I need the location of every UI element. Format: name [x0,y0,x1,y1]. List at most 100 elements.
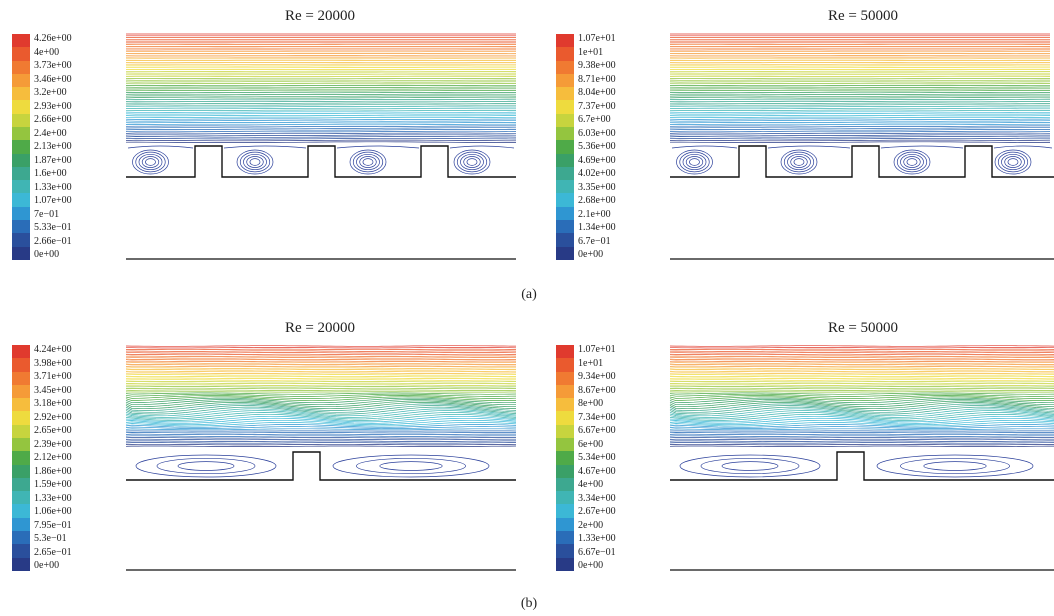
colorbar-segment [556,246,574,260]
streamline [670,384,1054,386]
legend-b2: 1.07e+01 1e+01 9.34e+00 8.67e+00 8e+00 7.34e+… [556,345,656,571]
vortex-contour [689,158,700,166]
streamline [126,123,517,126]
legend-label: 2.1e+00 [578,208,611,220]
streamline [125,353,516,356]
colorbar-segment [556,477,574,492]
streamline [669,360,1054,362]
streamline [126,384,516,386]
legend-label: 8e+00 [578,398,604,409]
streamline [125,386,517,388]
streamline [669,120,1051,122]
streamline [669,415,1054,423]
shear-layer [767,145,851,149]
legend-label: 4.69e+00 [578,154,616,166]
streamline [125,132,516,135]
streamline [125,401,517,410]
vortex-contour [460,153,484,171]
streamline [125,413,517,421]
colorbar-segment [12,557,30,571]
streamline [125,381,516,383]
streamline [669,137,1051,140]
streamline [125,428,517,431]
streamline [669,396,1054,402]
vortex-contour [332,454,490,478]
streamline [125,443,517,446]
streamline [669,397,1054,404]
streamline [126,348,516,351]
colorbar-segment [12,87,30,101]
streamline [125,422,517,427]
vortex-contour [787,153,811,171]
legend-label: 3.35e+00 [578,181,616,193]
streamline [125,438,516,441]
legend-label: 1.33e+00 [34,181,72,193]
colorbar-segment [12,34,30,48]
colorbar-segment [12,233,30,247]
legend-label: 8.71e+00 [578,73,616,85]
legend-label: 1.07e+01 [578,344,616,355]
legend-label: 2.67e+00 [578,506,616,517]
colorbar-segment [12,424,30,438]
vortex-contour [349,149,387,175]
streamline [669,370,1054,373]
legend-label: 5.3e−01 [34,533,67,544]
colorbar-segment [556,451,574,465]
colorbar-segment [12,491,30,505]
streamline [669,122,1051,124]
legend-label: 4.67e+00 [578,465,616,477]
colorbar [556,34,574,260]
caption-a: (a) [521,287,537,302]
legend-label: 9.38e+00 [578,60,616,71]
streamline [125,345,516,347]
streamline [669,428,1054,431]
colorbar-segment [556,530,574,545]
streamline [125,367,516,369]
legend-label: 4.24e+00 [34,344,72,355]
streamline [669,375,1054,378]
streamline [125,362,516,364]
legend-label: 5.36e+00 [578,141,616,152]
vortex-contour [145,158,156,166]
streamline [125,111,517,113]
colorbar-segment [556,153,574,167]
vortex-contour [923,461,987,471]
streamline [125,396,517,402]
vortex-contour [243,153,267,171]
channel-wall-ribbed [670,451,1054,481]
colorbar-segment [556,47,574,61]
colorbar-segment [12,100,30,114]
panel-b2-title: Re = 50000 [827,320,899,336]
legend-label: 1.59e+00 [34,479,72,490]
colorbar-segment [556,491,574,505]
vortex-contour [906,158,918,166]
streamline [669,412,1054,420]
legend-label: 1.07e+00 [34,195,72,206]
vortex-contour [236,149,274,175]
vortex-contour [900,457,1010,475]
streamline [125,389,517,391]
streamline [669,134,1050,136]
shear-layer [127,145,194,149]
legend-label: 9.34e+00 [578,371,616,382]
vortex-contour [893,149,931,175]
streamline [125,408,517,417]
legend-label: 8.04e+00 [578,87,616,98]
legend-label: 2.4e+00 [34,127,67,139]
legend-label: 1.06e+00 [34,506,72,517]
streamline [669,107,1050,110]
streamline [125,352,517,354]
legend-label: 6.7e−01 [578,235,611,247]
channel-wall-ribbed [670,145,1054,178]
legend-label: 2.13e+00 [34,141,72,152]
streamline [125,99,517,101]
colorbar-segment [556,464,574,478]
shear-layer [336,145,420,149]
shear-layer [880,145,964,149]
streamline [669,369,1054,371]
vortex-contour [682,153,707,171]
legend-label: 6.67e−01 [578,546,616,558]
colorbar-segment [12,464,30,478]
streamline-plot-a1 [125,33,517,260]
colorbar-segment [12,140,30,154]
